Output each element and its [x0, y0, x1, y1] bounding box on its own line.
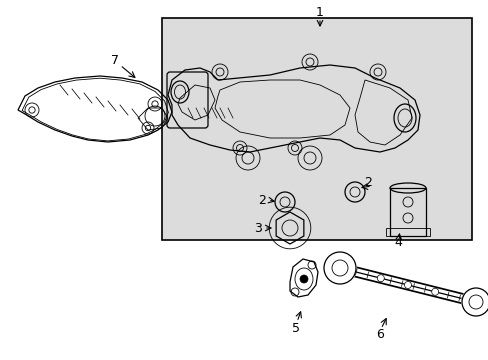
- Circle shape: [431, 288, 438, 295]
- Bar: [389, 188, 425, 236]
- Circle shape: [323, 251, 356, 285]
- Bar: [385, 228, 429, 236]
- Text: 6: 6: [375, 328, 383, 342]
- Text: 4: 4: [393, 235, 401, 248]
- Circle shape: [460, 287, 488, 317]
- Circle shape: [404, 282, 411, 288]
- Circle shape: [377, 275, 384, 282]
- Circle shape: [299, 275, 307, 283]
- Text: 5: 5: [291, 321, 299, 334]
- Text: 1: 1: [315, 5, 323, 18]
- Text: 3: 3: [254, 221, 262, 234]
- Bar: [162, 18, 471, 240]
- Text: 2: 2: [364, 176, 371, 189]
- Text: 2: 2: [258, 194, 265, 207]
- Text: 7: 7: [111, 54, 119, 67]
